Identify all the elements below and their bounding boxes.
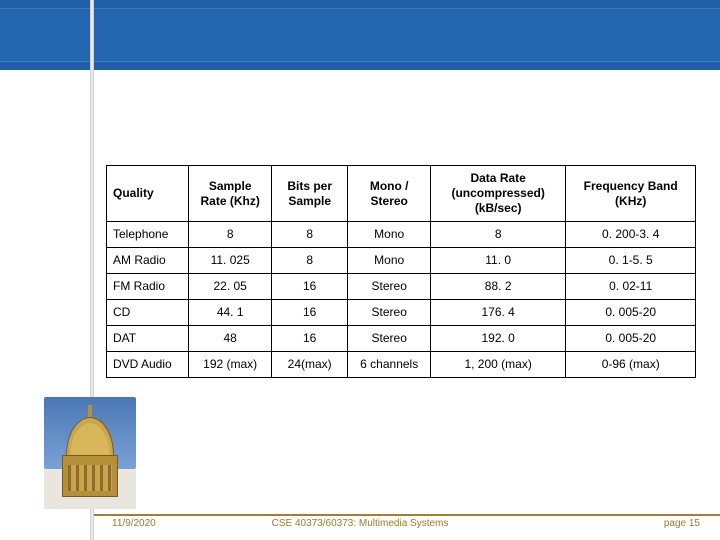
cell: 44. 1 [189,300,271,326]
cell: Mono [348,248,430,274]
cell: 8 [271,248,348,274]
cell: 0. 02-11 [566,274,696,300]
cell: AM Radio [107,248,189,274]
header-banner-inner [0,8,720,62]
col-header: Quality [107,166,189,222]
cell: Stereo [348,274,430,300]
cell: 24(max) [271,352,348,378]
cell: 192 (max) [189,352,271,378]
col-header: Frequency Band (KHz) [566,166,696,222]
footer-course: CSE 40373/60373: Multimedia Systems [0,518,720,529]
table-row: AM Radio 11. 025 8 Mono 11. 0 0. 1-5. 5 [107,248,696,274]
cell: FM Radio [107,274,189,300]
audio-quality-table: Quality Sample Rate (Khz) Bits per Sampl… [106,165,696,378]
footer-page: page 15 [664,518,700,529]
cell: Telephone [107,222,189,248]
cell: 0. 005-20 [566,326,696,352]
cell: 11. 025 [189,248,271,274]
cell: 8 [430,222,565,248]
cell: 11. 0 [430,248,565,274]
cell: Stereo [348,326,430,352]
cell: 16 [271,300,348,326]
col-header: Sample Rate (Khz) [189,166,271,222]
col-header: Data Rate (uncompressed) (kB/sec) [430,166,565,222]
cell: 48 [189,326,271,352]
cell: 1, 200 (max) [430,352,565,378]
footer: 11/9/2020 CSE 40373/60373: Multimedia Sy… [0,518,720,534]
cell: 192. 0 [430,326,565,352]
cell: 0. 200-3. 4 [566,222,696,248]
cell: 0. 005-20 [566,300,696,326]
cell: CD [107,300,189,326]
cell: DVD Audio [107,352,189,378]
cell: Stereo [348,300,430,326]
logo-dome-icon [62,405,118,497]
content-area: Quality Sample Rate (Khz) Bits per Sampl… [106,165,696,378]
cell: DAT [107,326,189,352]
table-row: CD 44. 1 16 Stereo 176. 4 0. 005-20 [107,300,696,326]
cell: 16 [271,274,348,300]
header-banner [0,0,720,70]
cell: 0-96 (max) [566,352,696,378]
col-header: Bits per Sample [271,166,348,222]
cell: 176. 4 [430,300,565,326]
cell: 16 [271,326,348,352]
cell: 8 [271,222,348,248]
footer-rule [90,514,720,516]
cell: Mono [348,222,430,248]
table-header-row: Quality Sample Rate (Khz) Bits per Sampl… [107,166,696,222]
table-row: DVD Audio 192 (max) 24(max) 6 channels 1… [107,352,696,378]
table-row: DAT 48 16 Stereo 192. 0 0. 005-20 [107,326,696,352]
cell: 6 channels [348,352,430,378]
table-row: FM Radio 22. 05 16 Stereo 88. 2 0. 02-11 [107,274,696,300]
cell: 0. 1-5. 5 [566,248,696,274]
cell: 22. 05 [189,274,271,300]
cell: 8 [189,222,271,248]
col-header: Mono / Stereo [348,166,430,222]
cell: 88. 2 [430,274,565,300]
table-row: Telephone 8 8 Mono 8 0. 200-3. 4 [107,222,696,248]
